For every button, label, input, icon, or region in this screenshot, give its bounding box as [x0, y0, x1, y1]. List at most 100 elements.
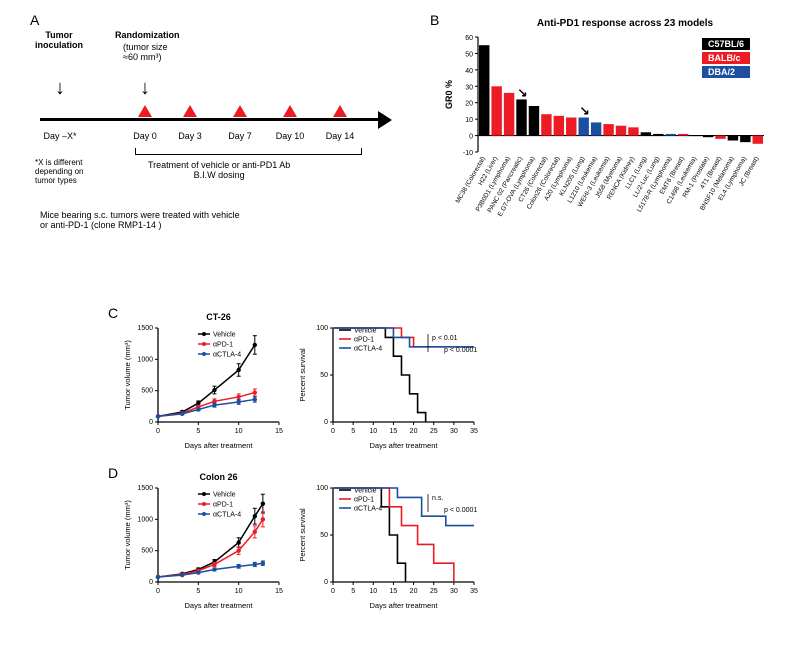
svg-text:p < 0.0001: p < 0.0001	[444, 347, 477, 354]
svg-text:↘: ↘	[580, 104, 590, 118]
svg-text:0: 0	[331, 588, 335, 595]
svg-text:15: 15	[275, 588, 283, 595]
svg-text:n.s.: n.s.	[432, 495, 443, 502]
dose-marker-icon	[138, 105, 152, 117]
caption-text: Mice bearing s.c. tumors were treated wi…	[40, 210, 240, 230]
svg-text:αCTLA-4: αCTLA-4	[354, 346, 382, 353]
dose-marker-icon	[233, 105, 247, 117]
randomization-detail: (tumor size ≈60 mm³)	[123, 42, 168, 62]
svg-text:1000: 1000	[137, 516, 153, 523]
day-label: Day 14	[326, 131, 355, 141]
svg-text:0: 0	[331, 428, 335, 435]
svg-text:35: 35	[470, 428, 478, 435]
svg-text:0: 0	[156, 588, 160, 595]
treatment-label: Treatment of vehicle or anti-PD1 Ab B.I.…	[148, 160, 290, 180]
svg-text:Days after treatment: Days after treatment	[370, 601, 439, 610]
svg-text:10: 10	[369, 428, 377, 435]
svg-text:0: 0	[156, 428, 160, 435]
svg-text:20: 20	[410, 428, 418, 435]
svg-text:0: 0	[469, 134, 473, 141]
panel-label-d: D	[108, 465, 118, 481]
svg-text:Tumor volume (mm³): Tumor volume (mm³)	[123, 340, 132, 410]
svg-text:Tumor volume (mm³): Tumor volume (mm³)	[123, 500, 132, 570]
svg-text:0: 0	[149, 579, 153, 586]
panel-d: Colon 26050010001500051015Tumor volume (…	[120, 470, 470, 630]
colon26-volume-chart: Colon 26050010001500051015Tumor volume (…	[120, 470, 285, 610]
svg-text:5: 5	[196, 428, 200, 435]
svg-text:Vehicle: Vehicle	[213, 492, 236, 499]
rand-arrow-icon: ↓	[140, 78, 150, 98]
svg-text:0: 0	[324, 579, 328, 586]
svg-text:5: 5	[351, 588, 355, 595]
svg-text:↘: ↘	[517, 85, 527, 99]
svg-text:15: 15	[390, 588, 398, 595]
svg-text:60: 60	[465, 35, 473, 42]
svg-text:1500: 1500	[137, 485, 153, 492]
tumor-inoc-label: Tumor inoculation	[35, 30, 83, 50]
day-label: Day –X*	[43, 131, 76, 141]
inoc-arrow-icon: ↓	[55, 78, 65, 98]
dose-marker-icon	[183, 105, 197, 117]
panel-label-c: C	[108, 305, 118, 321]
ct26-volume-chart: CT-26 0 500 1000 1500 0 5 10 15 Tumor volume (mm³…	[120, 310, 285, 450]
legend-item: C57BL/6	[702, 38, 750, 50]
svg-text:10: 10	[235, 588, 243, 595]
svg-text:p < 0.01: p < 0.01	[432, 335, 458, 342]
svg-text:30: 30	[465, 84, 473, 91]
day-label: Day 0	[133, 131, 157, 141]
svg-text:Vehicle: Vehicle	[213, 332, 236, 339]
panel-label-a: A	[30, 12, 39, 28]
svg-text:αPD-1: αPD-1	[213, 502, 233, 509]
svg-text:50: 50	[465, 51, 473, 58]
panel-b-title: Anti-PD1 response across 23 models	[480, 18, 770, 29]
svg-text:αPD-1: αPD-1	[213, 342, 233, 349]
svg-text:15: 15	[390, 428, 398, 435]
strain-legend: C57BL/6 BALB/c DBA/2	[702, 38, 750, 80]
svg-text:500: 500	[141, 388, 153, 395]
svg-text:20: 20	[465, 101, 473, 108]
svg-text:Days after treatment: Days after treatment	[185, 441, 254, 450]
legend-item: BALB/c	[702, 52, 750, 64]
svg-text:0: 0	[324, 419, 328, 426]
svg-text:Days after treatment: Days after treatment	[185, 601, 254, 610]
svg-text:500: 500	[141, 548, 153, 555]
footnote-text: *X is different depending on tumor types	[35, 158, 84, 185]
ct26-survival-chart: 05010005101520253035Percent survivalDays…	[295, 310, 480, 450]
svg-text:5: 5	[196, 588, 200, 595]
svg-text:100: 100	[316, 325, 328, 332]
randomization-label: Randomization	[115, 30, 180, 40]
dose-marker-icon	[283, 105, 297, 117]
panel-a-schematic: Tumor inoculation Randomization (tumor s…	[40, 30, 400, 250]
svg-text:100: 100	[316, 485, 328, 492]
svg-text:-10: -10	[463, 150, 473, 157]
svg-text:10: 10	[465, 117, 473, 124]
svg-text:Days after treatment: Days after treatment	[370, 441, 439, 450]
svg-text:30: 30	[450, 428, 458, 435]
svg-text:1500: 1500	[137, 325, 153, 332]
svg-text:0: 0	[149, 419, 153, 426]
svg-text:10: 10	[235, 428, 243, 435]
svg-text:25: 25	[430, 428, 438, 435]
svg-text:20: 20	[410, 588, 418, 595]
panel-c: CT-26050010001500051015Tumor volume (mm³…	[120, 310, 470, 470]
svg-text:1000: 1000	[137, 356, 153, 363]
svg-text:αPD-1: αPD-1	[354, 337, 374, 344]
svg-text:10: 10	[369, 588, 377, 595]
day-label: Day 10	[276, 131, 305, 141]
day-label: Day 3	[178, 131, 202, 141]
panel-label-b: B	[430, 12, 439, 28]
svg-text:Percent survival: Percent survival	[298, 348, 307, 402]
panel-b-barchart: Anti-PD1 response across 23 models -10 0 1…	[440, 18, 770, 248]
timeline-line	[40, 118, 380, 121]
day-label: Day 7	[228, 131, 252, 141]
svg-text:15: 15	[275, 428, 283, 435]
svg-text:p < 0.0001: p < 0.0001	[444, 507, 477, 514]
dose-marker-icon	[333, 105, 347, 117]
treatment-brace	[135, 148, 362, 155]
svg-text:αCTLA-4: αCTLA-4	[213, 352, 241, 359]
legend-item: DBA/2	[702, 66, 750, 78]
colon26-survival-chart: 05010005101520253035Percent survivalDays…	[295, 470, 480, 610]
svg-text:CT-26: CT-26	[206, 312, 231, 322]
svg-text:GR0 %: GR0 %	[444, 80, 454, 109]
svg-text:50: 50	[320, 532, 328, 539]
